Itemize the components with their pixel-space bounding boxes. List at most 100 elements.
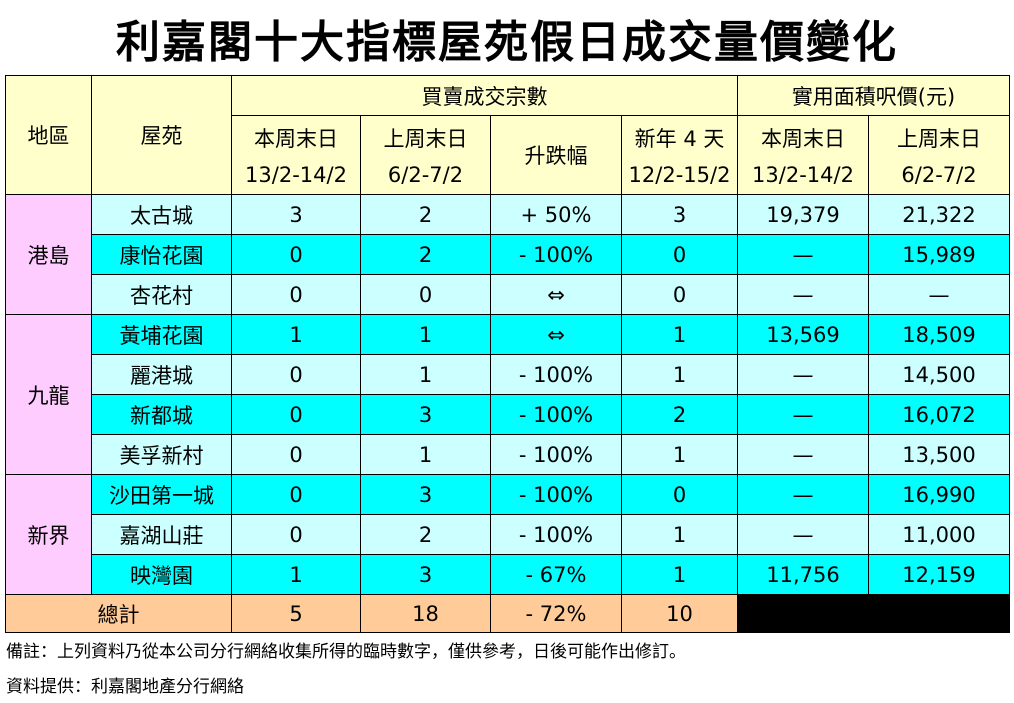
total-price-blank: [736, 594, 1011, 633]
price-this-cell: 11,756: [737, 554, 869, 595]
header-estate: 屋苑: [91, 75, 232, 195]
price-last-cell: 11,000: [867, 514, 1011, 555]
transactions-table: 地區 屋苑 買賣成交宗數 實用面積呎價(元) 本周末日 13/2-14/2 上周…: [5, 75, 1011, 633]
this-weekend-cell: 0: [231, 354, 361, 395]
price-this-cell: —: [737, 274, 869, 315]
price-last-cell: 12,159: [867, 554, 1011, 595]
price-this-cell: —: [737, 514, 869, 555]
table-row: 美孚新村 0 1 - 100% 1 — 13,500: [5, 434, 1011, 475]
price-this-cell: 19,379: [737, 194, 869, 235]
estate-cell: 嘉湖山莊: [91, 514, 232, 555]
last-weekend-cell: 1: [360, 314, 491, 355]
new-year-cell: 1: [621, 354, 738, 395]
price-this-cell: —: [737, 354, 869, 395]
table-row: 新都城 0 3 - 100% 2 — 16,072: [5, 394, 1011, 435]
price-last-cell: 14,500: [867, 354, 1011, 395]
change-cell: - 100%: [490, 474, 622, 515]
total-change: - 72%: [490, 594, 622, 633]
price-last-cell: 15,989: [867, 234, 1011, 275]
header-volume-group: 買賣成交宗數: [231, 75, 738, 116]
this-weekend-cell: 0: [231, 394, 361, 435]
header-this-weekend-label: 本周末日: [254, 127, 338, 151]
last-weekend-cell: 2: [360, 514, 491, 555]
header-last-weekend: 上周末日 6/2-7/2: [360, 115, 491, 195]
estate-cell: 黃埔花園: [91, 314, 232, 355]
header-new-year-label: 新年 4 天: [634, 127, 725, 151]
last-weekend-cell: 1: [360, 434, 491, 475]
header-last-weekend-label: 上周末日: [383, 127, 468, 151]
last-weekend-cell: 1: [360, 354, 491, 395]
header-last-weekend-dates: 6/2-7/2: [387, 163, 464, 187]
header-price-this-weekend: 本周末日 13/2-14/2: [737, 115, 869, 195]
header-change: 升跌幅: [490, 115, 622, 195]
last-weekend-cell: 3: [360, 474, 491, 515]
price-last-cell: —: [867, 274, 1011, 315]
district-cell: 九龍: [5, 314, 92, 475]
this-weekend-cell: 3: [231, 194, 361, 235]
estate-cell: 麗港城: [91, 354, 232, 395]
table-row: 康怡花園 0 2 - 100% 0 — 15,989: [5, 234, 1011, 275]
this-weekend-cell: 0: [231, 474, 361, 515]
price-this-cell: —: [737, 234, 869, 275]
this-weekend-cell: 1: [231, 554, 361, 595]
price-last-cell: 13,500: [867, 434, 1011, 475]
table-row: 港島 太古城 3 2 + 50% 3 19,379 21,322: [5, 194, 1011, 315]
last-weekend-cell: 2: [360, 194, 491, 235]
new-year-cell: 1: [621, 554, 738, 595]
last-weekend-cell: 3: [360, 394, 491, 435]
table-row: 新界 沙田第一城 0 3 - 100% 0 — 16,990: [5, 474, 1011, 595]
change-cell: + 50%: [490, 194, 622, 235]
change-cell: ⇔: [490, 274, 622, 315]
estate-cell: 映灣園: [91, 554, 232, 595]
this-weekend-cell: 0: [231, 274, 361, 315]
this-weekend-cell: 0: [231, 434, 361, 475]
price-this-cell: —: [737, 434, 869, 475]
new-year-cell: 1: [621, 314, 738, 355]
table-row: 嘉湖山莊 0 2 - 100% 1 — 11,000: [5, 514, 1011, 555]
header-price-last-weekend-dates: 6/2-7/2: [901, 163, 977, 187]
price-this-cell: 13,569: [737, 314, 869, 355]
change-cell: - 100%: [490, 514, 622, 555]
price-this-cell: —: [737, 474, 869, 515]
change-cell: - 100%: [490, 394, 622, 435]
new-year-cell: 2: [621, 394, 738, 435]
change-cell: - 100%: [490, 354, 622, 395]
page-title: 利嘉閣十大指標屋苑假日成交量價變化: [116, 17, 898, 68]
price-last-cell: 16,990: [867, 474, 1011, 515]
estate-cell: 太古城: [91, 194, 232, 235]
header-price-this-weekend-dates: 13/2-14/2: [752, 163, 854, 187]
header-new-year-dates: 12/2-15/2: [628, 163, 731, 187]
new-year-cell: 1: [621, 434, 738, 475]
header-this-weekend-dates: 13/2-14/2: [245, 163, 347, 187]
this-weekend-cell: 0: [231, 234, 361, 275]
price-last-cell: 21,322: [867, 194, 1011, 235]
header-price-group: 實用面積呎價(元): [736, 75, 1011, 116]
change-cell: - 100%: [490, 434, 622, 475]
last-weekend-cell: 0: [360, 274, 491, 315]
estate-cell: 杏花村: [91, 274, 232, 315]
source-note: 資料提供：利嘉閣地產分行網絡: [6, 677, 244, 697]
district-cell: 港島: [5, 194, 92, 315]
header-this-weekend: 本周末日 13/2-14/2: [231, 115, 361, 195]
estate-cell: 新都城: [91, 394, 232, 435]
price-last-cell: 18,509: [867, 314, 1011, 355]
table-row: 映灣園 1 3 - 67% 1 11,756 12,159: [5, 554, 1011, 595]
this-weekend-cell: 1: [231, 314, 361, 355]
change-cell: ⇔: [490, 314, 622, 355]
new-year-cell: 3: [621, 194, 738, 235]
new-year-cell: 0: [621, 474, 738, 515]
total-last-weekend: 18: [360, 594, 491, 633]
new-year-cell: 1: [621, 514, 738, 555]
header-new-year: 新年 4 天 12/2-15/2: [621, 115, 738, 195]
new-year-cell: 0: [621, 234, 738, 275]
header-price-last-weekend: 上周末日 6/2-7/2: [867, 115, 1011, 195]
remark-note: 備註：上列資料乃從本公司分行網絡收集所得的臨時數字，僅供參考，日後可能作出修訂。: [6, 642, 686, 662]
this-weekend-cell: 0: [231, 514, 361, 555]
estate-cell: 沙田第一城: [91, 474, 232, 515]
estate-cell: 康怡花園: [91, 234, 232, 275]
last-weekend-cell: 2: [360, 234, 491, 275]
change-cell: - 100%: [490, 234, 622, 275]
district-cell: 新界: [5, 474, 92, 595]
change-cell: - 67%: [490, 554, 622, 595]
total-label: 總計: [5, 594, 232, 633]
